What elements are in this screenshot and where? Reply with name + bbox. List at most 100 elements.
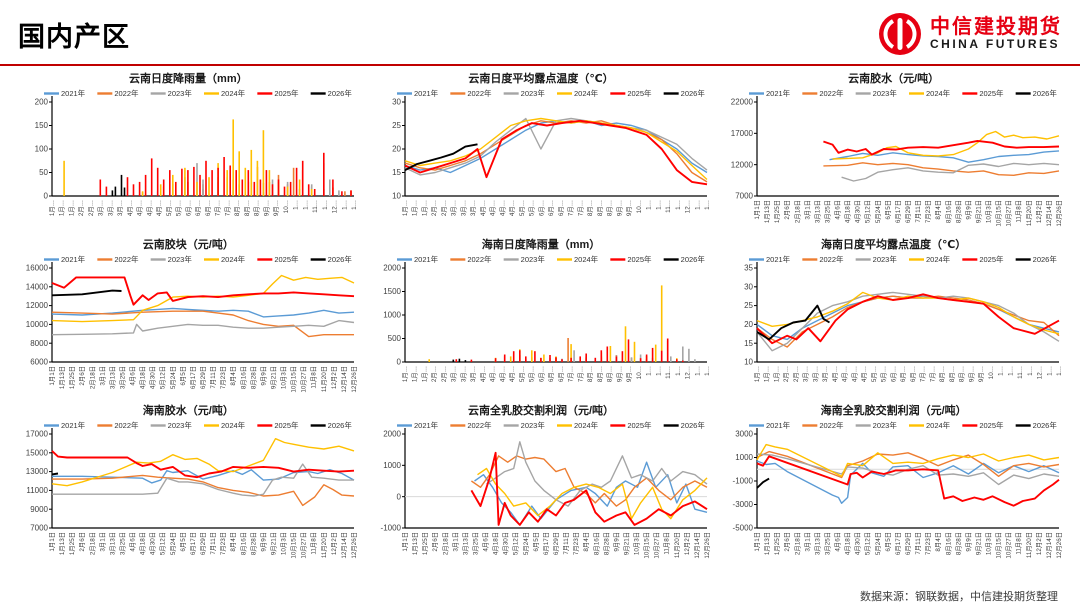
chart-yunnan-rainfall: 云南日度降雨量（mm） 2021年 2022年 2023年 2024年 2025年 202… <box>14 72 363 238</box>
svg-text:4月…: 4月… <box>861 366 869 382</box>
svg-text:2024年: 2024年 <box>926 254 951 264</box>
svg-text:2025年: 2025年 <box>627 88 652 98</box>
svg-text:6月5日: 6月5日 <box>884 532 892 552</box>
svg-text:3月1日: 3月1日 <box>451 532 459 552</box>
svg-text:8月…: 8月… <box>938 366 946 382</box>
svg-text:4月30日: 4月30日 <box>149 532 157 555</box>
svg-text:2022年: 2022年 <box>114 420 139 430</box>
svg-text:2月6日: 2月6日 <box>784 532 792 552</box>
svg-text:1月…: 1月… <box>753 366 761 382</box>
source-note: 数据来源：钢联数据，中信建投期货整理 <box>860 591 1058 603</box>
svg-text:8月28日: 8月28日 <box>602 532 610 555</box>
chart-hainan-rainfall: 海南日度降雨量（mm） 2021年 2022年 2023年 2024年 2025年 202… <box>367 238 716 404</box>
svg-text:20: 20 <box>392 145 401 154</box>
svg-text:5月…: 5月… <box>518 200 526 216</box>
svg-text:12月2日: 12月2日 <box>683 532 691 555</box>
svg-text:2022年: 2022年 <box>467 420 492 430</box>
svg-text:8月16日: 8月16日 <box>239 532 247 555</box>
svg-text:8月4日: 8月4日 <box>229 366 237 386</box>
svg-text:1月1日: 1月1日 <box>48 366 56 386</box>
svg-text:7月…: 7月… <box>214 200 222 216</box>
svg-text:11…: 11… <box>665 366 672 379</box>
svg-text:4月…: 4月… <box>831 366 839 382</box>
svg-text:5月12日: 5月12日 <box>864 200 872 223</box>
svg-text:4月18日: 4月18日 <box>844 200 852 223</box>
svg-text:2025年: 2025年 <box>980 88 1005 98</box>
page-header: 国内产区 中信建投期货 CHINA FUTURES <box>0 0 1080 64</box>
svg-text:12月26日: 12月26日 <box>350 532 358 559</box>
svg-text:3月…: 3月… <box>107 200 115 216</box>
svg-text:1月1日: 1月1日 <box>48 532 56 552</box>
svg-text:17000: 17000 <box>731 129 754 138</box>
svg-text:14000: 14000 <box>26 282 49 291</box>
svg-text:2021年: 2021年 <box>61 88 86 98</box>
svg-text:10月3日: 10月3日 <box>985 532 993 555</box>
svg-text:11000: 11000 <box>26 486 48 495</box>
svg-text:6月17日: 6月17日 <box>189 532 197 555</box>
svg-text:10: 10 <box>392 192 401 201</box>
svg-text:500: 500 <box>387 334 401 343</box>
svg-text:12…: 12… <box>684 366 691 379</box>
svg-text:5月…: 5月… <box>870 366 878 382</box>
svg-text:2025年: 2025年 <box>274 420 299 430</box>
svg-text:1…: 1… <box>674 200 681 210</box>
svg-text:6月29日: 6月29日 <box>904 200 912 223</box>
svg-text:10月27日: 10月27日 <box>300 532 308 559</box>
svg-text:0: 0 <box>396 492 401 501</box>
svg-text:8月…: 8月… <box>605 366 613 382</box>
svg-text:1月13日: 1月13日 <box>411 532 419 555</box>
svg-text:25: 25 <box>744 301 753 310</box>
svg-text:10…: 10… <box>988 366 995 379</box>
svg-text:10月3日: 10月3日 <box>280 366 288 389</box>
svg-text:15: 15 <box>744 339 753 348</box>
svg-text:10月3日: 10月3日 <box>280 532 288 555</box>
svg-text:4月…: 4月… <box>508 200 516 216</box>
svg-text:15000: 15000 <box>26 448 49 457</box>
svg-text:8月…: 8月… <box>605 200 613 216</box>
svg-text:2月18日: 2月18日 <box>794 532 802 555</box>
svg-text:3月1日: 3月1日 <box>804 200 812 220</box>
svg-text:5月12日: 5月12日 <box>864 532 872 555</box>
svg-text:11月20日: 11月20日 <box>320 532 328 558</box>
svg-text:8月28日: 8月28日 <box>955 200 963 223</box>
svg-text:5月12日: 5月12日 <box>159 366 167 389</box>
svg-text:9月21日: 9月21日 <box>270 366 278 389</box>
svg-text:2023年: 2023年 <box>168 254 193 264</box>
chart-plot: 2021年 2022年 2023年 2024年 2025年 2026年 7000 9000 11… <box>26 420 358 559</box>
svg-text:7月11日: 7月11日 <box>914 200 922 223</box>
svg-text:11月20日: 11月20日 <box>320 366 328 392</box>
svg-text:11月8日: 11月8日 <box>1015 532 1023 555</box>
citic-logo-icon <box>879 13 921 55</box>
svg-text:3月…: 3月… <box>116 200 124 216</box>
svg-text:5月24日: 5月24日 <box>169 366 177 389</box>
svg-text:6月29日: 6月29日 <box>552 532 560 555</box>
svg-text:7月11日: 7月11日 <box>209 532 217 555</box>
chart-plot: 2021年 2022年 2023年 2024年 2025年 2026年 0 50 100 150 2… <box>35 88 358 216</box>
svg-text:1…: 1… <box>293 200 300 210</box>
svg-text:12…: 12… <box>1037 366 1044 379</box>
svg-text:5月…: 5月… <box>175 200 183 216</box>
svg-text:2023年: 2023年 <box>873 254 898 264</box>
chart-title: 云南日度降雨量（mm） <box>129 73 248 85</box>
svg-text:10月15日: 10月15日 <box>290 532 298 559</box>
svg-text:6月5日: 6月5日 <box>179 366 187 386</box>
svg-text:8月16日: 8月16日 <box>945 200 953 223</box>
svg-text:35: 35 <box>744 264 753 273</box>
logo-cn-text: 中信建投期货 <box>930 16 1062 39</box>
svg-text:11…: 11… <box>312 200 319 213</box>
svg-text:2月18日: 2月18日 <box>88 532 96 555</box>
svg-text:1月1日: 1月1日 <box>753 200 761 220</box>
svg-text:-3000: -3000 <box>733 500 754 509</box>
svg-text:4月…: 4月… <box>488 200 496 216</box>
svg-text:2021年: 2021年 <box>766 254 791 264</box>
svg-text:8月4日: 8月4日 <box>229 532 237 552</box>
svg-text:11…: 11… <box>1017 366 1024 379</box>
svg-text:2025年: 2025年 <box>627 420 652 430</box>
svg-text:9月…: 9月… <box>615 366 623 382</box>
svg-text:2024年: 2024年 <box>221 254 246 264</box>
svg-text:1…: 1… <box>302 200 309 210</box>
svg-text:3月…: 3月… <box>459 200 467 216</box>
svg-text:8月…: 8月… <box>243 200 251 216</box>
svg-text:4月30日: 4月30日 <box>149 366 157 389</box>
svg-text:1月…: 1月… <box>410 366 418 382</box>
